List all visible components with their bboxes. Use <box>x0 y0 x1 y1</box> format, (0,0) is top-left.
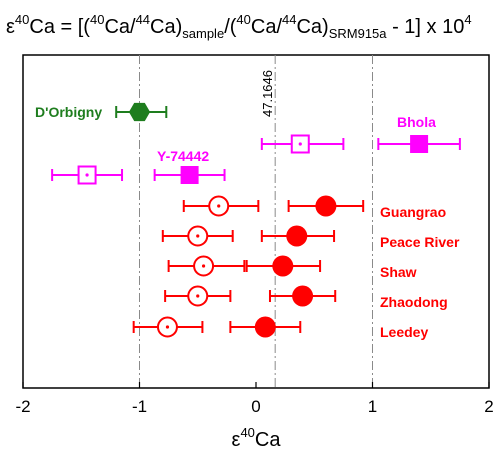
data-point-center <box>196 294 200 298</box>
x-axis-label: ε40Ca <box>232 425 282 451</box>
series-label: Zhaodong <box>380 294 448 310</box>
x-tick-label: -1 <box>132 397 147 416</box>
data-point <box>272 255 294 277</box>
title-part: /( <box>224 16 237 38</box>
data-point-center <box>217 204 221 208</box>
chart-title: ε40Ca = [(40Ca/44Ca)sample/(40Ca/44Ca)SR… <box>6 12 472 41</box>
title-part: 40 <box>90 12 104 27</box>
series-label: Shaw <box>380 264 417 280</box>
title-part: SRM915a <box>329 26 388 41</box>
x-tick-label: -2 <box>15 397 30 416</box>
data-point-center <box>298 142 302 146</box>
title-part: 44 <box>282 12 296 27</box>
title-part: 44 <box>136 12 150 27</box>
data-point-center <box>165 325 170 329</box>
data-point <box>315 195 337 217</box>
data-point <box>128 102 151 122</box>
data-point <box>286 225 308 247</box>
title-part: 40 <box>236 12 250 27</box>
xlabel-part: 40 <box>240 425 254 440</box>
series-label: Peace River <box>380 234 460 250</box>
xlabel-part: ε <box>232 429 241 451</box>
title-part: - 1] x 10 <box>387 16 465 38</box>
title-part: Ca) <box>150 16 182 38</box>
title-part: 4 <box>464 12 471 27</box>
data-point <box>254 316 276 338</box>
series-label: Guangrao <box>380 204 446 220</box>
data-point-center <box>201 264 206 268</box>
x-tick-label: 0 <box>251 397 260 416</box>
series-label: Y-74442 <box>157 148 209 164</box>
xlabel-part: Ca <box>255 429 281 451</box>
x-tick-label: 2 <box>484 397 493 416</box>
series-label: Leedey <box>380 324 428 340</box>
title-part: Ca/ <box>251 16 283 38</box>
series-label: D'Orbigny <box>35 104 102 120</box>
title-part: Ca) <box>296 16 328 38</box>
series-label: Bhola <box>397 114 436 130</box>
reference-line-label: 47.1646 <box>260 70 275 117</box>
data-point <box>180 166 199 184</box>
title-part: sample <box>182 26 224 41</box>
title-part: Ca = [( <box>29 16 90 38</box>
title-part: Ca/ <box>104 16 136 38</box>
data-point-center <box>196 234 200 238</box>
data-point <box>292 285 314 307</box>
data-point-center <box>85 173 89 177</box>
title-part: ε <box>6 16 15 38</box>
x-tick-label: 1 <box>368 397 377 416</box>
title-part: 40 <box>15 12 29 27</box>
data-point <box>410 135 429 153</box>
